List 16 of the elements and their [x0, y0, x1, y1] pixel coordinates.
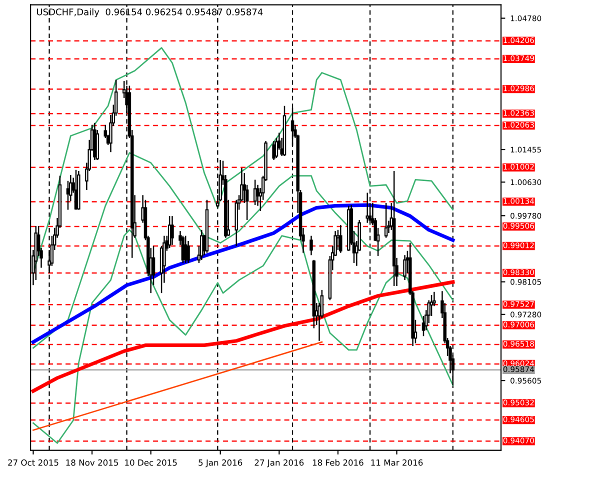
line-series — [31, 203, 455, 344]
x-tick-label: 5 Jan 2016 — [198, 459, 242, 468]
x-tick-label: 11 Mar 2016 — [371, 459, 423, 466]
x-tick-label: 18 Feb 2016 — [312, 459, 364, 466]
candlestick — [339, 224, 342, 254]
candlestick — [170, 215, 174, 246]
candlestick — [310, 235, 313, 256]
line-series — [32, 152, 454, 349]
x-tick-label: 10 Dec 2015 — [125, 459, 177, 466]
x-tick-label: 27 Jan 2016 — [254, 459, 304, 468]
candlestick — [186, 240, 190, 264]
x-tick-label: 27 Oct 2015 — [8, 459, 58, 466]
candlestick — [384, 202, 388, 238]
candlestick — [272, 140, 276, 161]
candlestick — [403, 254, 406, 281]
x-tick-label: 18 Nov 2015 — [66, 459, 118, 466]
